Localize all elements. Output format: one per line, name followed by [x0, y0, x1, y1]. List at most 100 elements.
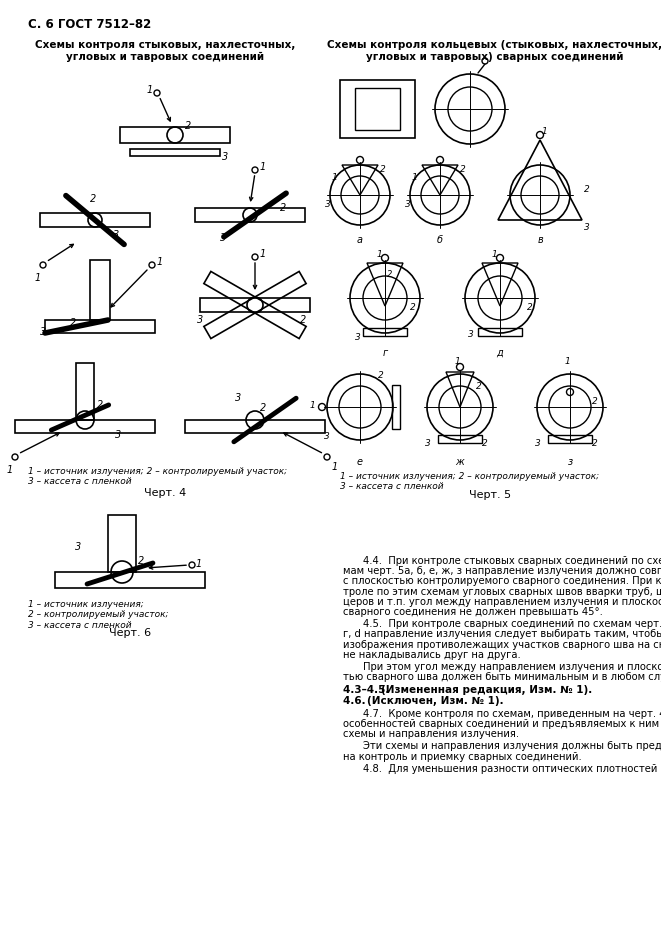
Text: 4.5.  При контроле сварных соединений по схемам черт. 5 в,: 4.5. При контроле сварных соединений по … [363, 620, 661, 629]
Text: 3: 3 [325, 200, 330, 209]
Bar [120, 127, 230, 143]
Text: 1: 1 [157, 257, 163, 267]
Text: Эти схемы и направления излучения должны быть предусмотрены технической документ: Эти схемы и направления излучения должны… [363, 741, 661, 752]
Text: 1: 1 [260, 162, 266, 172]
Text: 2: 2 [380, 165, 386, 174]
Text: 2: 2 [410, 303, 416, 312]
Text: а: а [357, 235, 363, 245]
Text: 2: 2 [584, 185, 590, 194]
Text: 3: 3 [197, 315, 203, 325]
Text: 1: 1 [310, 401, 316, 410]
Text: не накладывались друг на друга.: не накладывались друг на друга. [343, 650, 521, 660]
Text: С. 6 ГОСТ 7512–82: С. 6 ГОСТ 7512–82 [28, 18, 151, 31]
Text: 1 – источник излучения; 2 – контролируемый участок;
3 – кассета с пленкой: 1 – источник излучения; 2 – контролируем… [28, 467, 287, 487]
Text: 1: 1 [332, 462, 338, 472]
Text: 3: 3 [584, 223, 590, 232]
Text: схемы и направления излучения.: схемы и направления излучения. [343, 729, 519, 739]
Text: 3: 3 [535, 439, 541, 448]
Text: ж: ж [455, 457, 465, 467]
Bar [76, 363, 94, 420]
Text: 2: 2 [592, 397, 598, 406]
Bar [15, 420, 155, 433]
Text: 2: 2 [260, 403, 266, 413]
Text: с плоскостью контролируемого сварного соединения. При кон-: с плоскостью контролируемого сварного со… [343, 577, 661, 586]
Text: Схемы контроля кольцевых (стыковых, нахлесточных,: Схемы контроля кольцевых (стыковых, нахл… [327, 40, 661, 50]
Text: 1: 1 [7, 465, 13, 475]
Text: 2: 2 [378, 371, 384, 380]
Text: мам черт. 5а, б, е, ж, з направление излучения должно совпадать: мам черт. 5а, б, е, ж, з направление изл… [343, 566, 661, 577]
Bar [40, 213, 150, 227]
Text: 1: 1 [412, 173, 418, 182]
Text: (Измененная редакция, Изм. № 1).: (Измененная редакция, Изм. № 1). [381, 685, 592, 695]
Bar [340, 80, 415, 138]
Bar [90, 260, 110, 320]
Bar [478, 328, 522, 336]
Text: 2: 2 [527, 303, 533, 312]
Bar [185, 420, 325, 433]
Text: 2: 2 [300, 315, 306, 325]
Bar [363, 328, 407, 336]
Text: Черт. 6: Черт. 6 [109, 628, 151, 638]
Text: При этом угол между направлением излучения и плоскос-: При этом угол между направлением излучен… [363, 662, 661, 672]
Text: 1: 1 [260, 249, 266, 259]
Text: 3: 3 [425, 439, 431, 448]
Text: 3: 3 [220, 233, 226, 243]
Text: (Исключен, Изм. № 1).: (Исключен, Изм. № 1). [367, 695, 504, 706]
Text: троле по этим схемам угловых сварных швов вварки труб, шту-: троле по этим схемам угловых сварных шво… [343, 587, 661, 596]
Text: 2: 2 [70, 318, 76, 328]
Text: 1: 1 [377, 250, 383, 259]
Text: 2: 2 [138, 556, 144, 566]
Text: 3: 3 [40, 327, 46, 337]
Text: 2: 2 [90, 194, 97, 204]
Text: 2: 2 [460, 165, 466, 174]
Text: д: д [496, 348, 504, 358]
Text: 3: 3 [324, 432, 330, 441]
Text: 4.4.  При контроле стыковых сварных соединений по схе-: 4.4. При контроле стыковых сварных соеди… [363, 556, 661, 566]
Text: 2: 2 [185, 121, 191, 131]
Text: з: з [567, 457, 572, 467]
Text: в: в [537, 235, 543, 245]
Text: 4.7.  Кроме контроля по схемам, приведенным на черт. 4–6, в зависимости от конст: 4.7. Кроме контроля по схемам, приведенн… [363, 709, 661, 719]
Bar [392, 385, 400, 429]
Text: 2: 2 [280, 203, 286, 213]
Bar [355, 88, 400, 130]
Text: 2: 2 [97, 400, 103, 410]
Text: 4.3–4.5.: 4.3–4.5. [343, 685, 397, 695]
Text: 3: 3 [468, 330, 474, 339]
Text: е: е [357, 457, 363, 467]
Text: 1: 1 [196, 559, 202, 569]
Bar [548, 435, 592, 443]
Text: угловых и тавровых) сварных соединений: угловых и тавровых) сварных соединений [366, 52, 624, 62]
Bar [130, 149, 220, 156]
Text: тью сварного шва должен быть минимальным и в любом случае не превышать 45°.: тью сварного шва должен быть минимальным… [343, 672, 661, 682]
Text: 4.8.  Для уменьшения разности оптических плотностей различных участков снимка пр: 4.8. Для уменьшения разности оптических … [363, 764, 661, 774]
Text: 1: 1 [565, 357, 570, 366]
Text: 3: 3 [115, 430, 121, 440]
Text: особенностей сварных соединений и предъявляемых к ним требований могут использов: особенностей сварных соединений и предъя… [343, 719, 661, 729]
Text: г, d направление излучения следует выбирать таким, чтобы: г, d направление излучения следует выбир… [343, 629, 661, 639]
Text: 1: 1 [147, 85, 153, 95]
Text: 3: 3 [75, 542, 81, 552]
Text: сварного соединения не должен превышать 45°.: сварного соединения не должен превышать … [343, 607, 603, 617]
Text: 3: 3 [113, 230, 119, 240]
Bar [45, 320, 155, 333]
Text: 4.6.: 4.6. [343, 695, 373, 706]
Text: 3: 3 [222, 152, 228, 162]
Text: 1 – источник излучения;
2 – контролируемый участок;
3 – кассета с пленкой: 1 – источник излучения; 2 – контролируем… [28, 600, 169, 630]
Text: церов и т.п. угол между направлением излучения и плоскостью: церов и т.п. угол между направлением изл… [343, 597, 661, 607]
Text: 2: 2 [476, 382, 482, 391]
Text: Черт. 5: Черт. 5 [469, 490, 511, 500]
Text: 2: 2 [387, 270, 393, 279]
Text: 1: 1 [35, 273, 41, 283]
Bar [108, 515, 136, 572]
Bar [195, 208, 305, 222]
Text: 3: 3 [405, 200, 410, 209]
Text: Схемы контроля стыковых, нахлесточных,: Схемы контроля стыковых, нахлесточных, [35, 40, 295, 50]
Text: изображения противолежащих участков сварного шва на снимке: изображения противолежащих участков свар… [343, 639, 661, 650]
Text: г: г [383, 348, 387, 358]
Bar [55, 572, 205, 588]
Text: 1: 1 [455, 357, 461, 366]
Text: Черт. 4: Черт. 4 [144, 488, 186, 498]
Text: 1: 1 [492, 250, 498, 259]
Text: 1: 1 [332, 173, 338, 182]
